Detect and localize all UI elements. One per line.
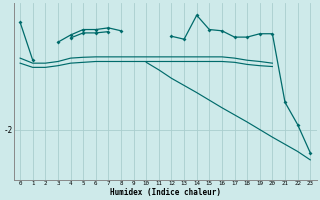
X-axis label: Humidex (Indice chaleur): Humidex (Indice chaleur) xyxy=(110,188,221,197)
